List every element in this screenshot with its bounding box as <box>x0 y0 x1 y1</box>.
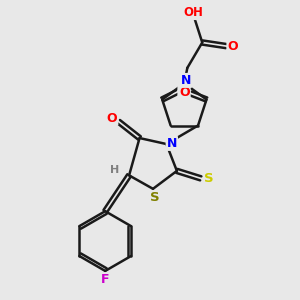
Text: O: O <box>178 84 189 97</box>
Text: OH: OH <box>183 6 203 19</box>
Text: H: H <box>110 165 119 175</box>
Text: O: O <box>107 112 117 124</box>
Text: F: F <box>101 273 110 286</box>
Text: O: O <box>227 40 238 53</box>
Text: O: O <box>179 85 190 98</box>
Text: S: S <box>150 191 159 204</box>
Text: N: N <box>167 137 177 150</box>
Text: N: N <box>181 74 191 87</box>
Text: S: S <box>204 172 214 185</box>
